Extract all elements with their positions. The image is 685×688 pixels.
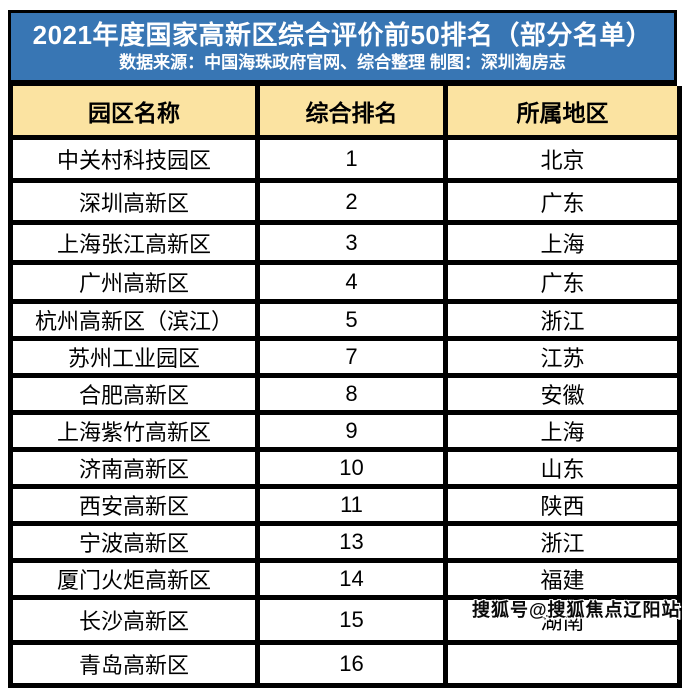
park-name-cell: 苏州工业园区 <box>8 336 260 378</box>
rank-cell: 9 <box>255 410 448 452</box>
region-cell: 安徽 <box>443 373 682 415</box>
rank-cell: 14 <box>255 558 448 600</box>
park-name-cell: 上海紫竹高新区 <box>8 410 260 452</box>
park-name-cell: 西安高新区 <box>8 484 260 526</box>
sohu-watermark: 搜狐号@搜狐焦点辽阳站 <box>472 600 681 620</box>
rank-cell: 3 <box>255 220 448 265</box>
rank-cell: 1 <box>255 135 448 183</box>
column-header-rank: 综合排名 <box>255 86 448 140</box>
table-header-row: 园区名称 综合排名 所属地区 <box>8 86 682 140</box>
region-cell: 广东 <box>443 260 682 304</box>
region-cell: 北京 <box>443 135 682 183</box>
rank-cell: 11 <box>255 484 448 526</box>
region-cell: 江苏 <box>443 336 682 378</box>
rank-cell: 2 <box>255 178 448 225</box>
park-name-cell: 宁波高新区 <box>8 521 260 563</box>
region-cell: 浙江 <box>443 521 682 563</box>
table-row: 西安高新区 11 陕西 <box>8 484 682 526</box>
park-name-cell: 上海张江高新区 <box>8 220 260 265</box>
rank-cell: 7 <box>255 336 448 378</box>
rank-cell: 15 <box>255 595 448 645</box>
park-name-cell: 中关村科技园区 <box>8 135 260 183</box>
park-name-cell: 长沙高新区 <box>8 595 260 645</box>
infographic-sheet: 2021年度国家高新区综合评价前50排名（部分名单） 数据来源：中国海珠政府官网… <box>8 10 682 688</box>
rank-cell: 16 <box>255 640 448 688</box>
park-name-cell: 深圳高新区 <box>8 178 260 225</box>
table-row: 杭州高新区（滨江） 5 浙江 <box>8 299 682 341</box>
region-cell <box>443 640 682 688</box>
table-row: 上海张江高新区 3 上海 <box>8 220 682 265</box>
region-cell: 山东 <box>443 447 682 489</box>
rank-cell: 8 <box>255 373 448 415</box>
table-row: 广州高新区 4 广东 <box>8 260 682 304</box>
region-cell: 上海 <box>443 220 682 265</box>
region-cell: 陕西 <box>443 484 682 526</box>
park-name-cell: 厦门火炬高新区 <box>8 558 260 600</box>
park-name-cell: 青岛高新区 <box>8 640 260 688</box>
rank-cell: 5 <box>255 299 448 341</box>
rank-cell: 4 <box>255 260 448 304</box>
column-header-region: 所属地区 <box>443 86 682 140</box>
region-cell: 上海 <box>443 410 682 452</box>
park-name-cell: 合肥高新区 <box>8 373 260 415</box>
column-header-park-name: 园区名称 <box>8 86 260 140</box>
table-row: 深圳高新区 2 广东 <box>8 178 682 225</box>
title-banner: 2021年度国家高新区综合评价前50排名（部分名单） 数据来源：中国海珠政府官网… <box>8 10 677 86</box>
park-name-cell: 杭州高新区（滨江） <box>8 299 260 341</box>
table-row: 厦门火炬高新区 14 福建 <box>8 558 682 600</box>
table-row: 中关村科技园区 1 北京 <box>8 135 682 183</box>
rank-cell: 13 <box>255 521 448 563</box>
table-row: 合肥高新区 8 安徽 <box>8 373 682 415</box>
rank-cell: 10 <box>255 447 448 489</box>
table-row: 宁波高新区 13 浙江 <box>8 521 682 563</box>
table-row: 济南高新区 10 山东 <box>8 447 682 489</box>
region-cell: 广东 <box>443 178 682 225</box>
region-cell: 浙江 <box>443 299 682 341</box>
park-name-cell: 广州高新区 <box>8 260 260 304</box>
source-credit-line: 数据来源：中国海珠政府官网、综合整理 制图：深圳淘房志 <box>119 53 566 72</box>
table-row: 苏州工业园区 7 江苏 <box>8 336 682 378</box>
page-title: 2021年度国家高新区综合评价前50排名（部分名单） <box>32 20 653 50</box>
table-row: 上海紫竹高新区 9 上海 <box>8 410 682 452</box>
table-row: 青岛高新区 16 <box>8 640 682 688</box>
region-cell: 福建 <box>443 558 682 600</box>
park-name-cell: 济南高新区 <box>8 447 260 489</box>
